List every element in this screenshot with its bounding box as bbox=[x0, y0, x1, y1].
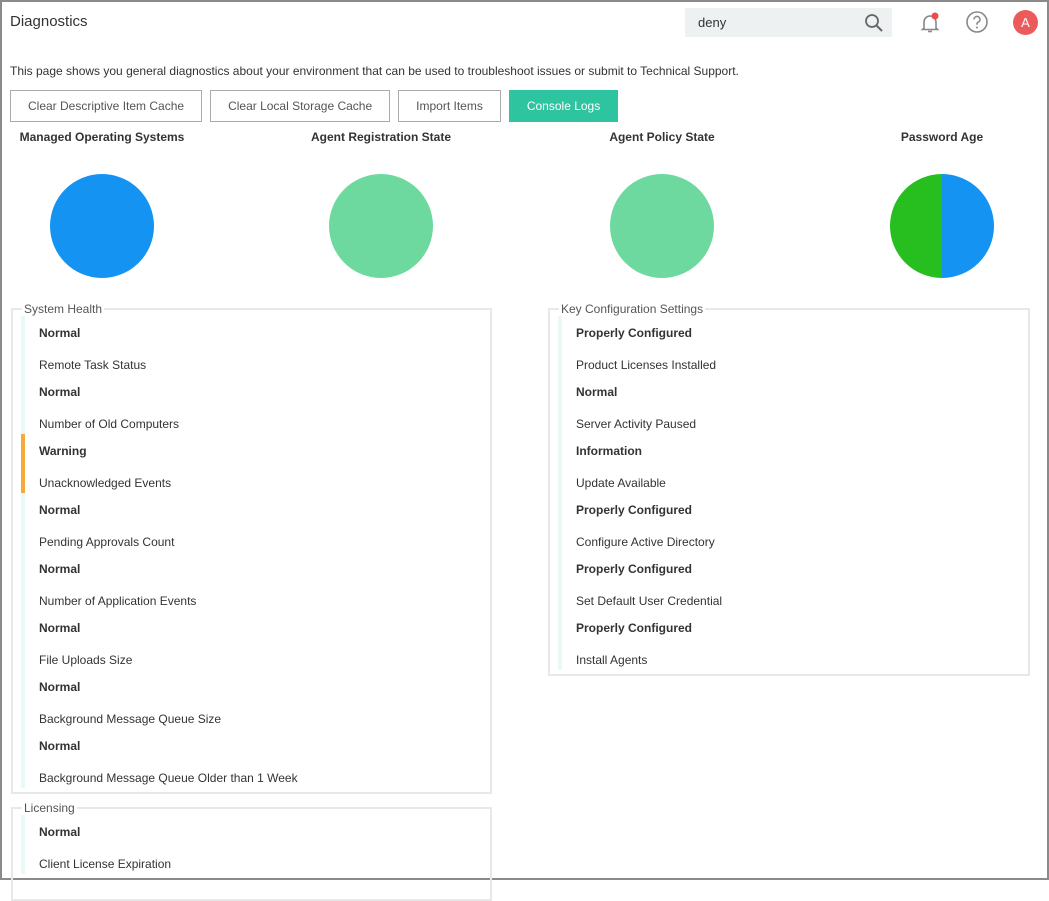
status-text: Normal bbox=[39, 621, 81, 635]
pie[interactable] bbox=[50, 174, 154, 278]
search-input[interactable]: deny bbox=[685, 8, 892, 37]
item-label: File Uploads Size bbox=[39, 653, 133, 667]
status-item[interactable]: Normal Background Message Queue Older tha… bbox=[21, 729, 490, 788]
clear-local-storage-cache-button[interactable]: Clear Local Storage Cache bbox=[210, 90, 391, 122]
pie-slice[interactable] bbox=[610, 174, 714, 278]
status-item[interactable]: Normal Client License Expiration bbox=[21, 815, 490, 874]
pie-slice[interactable] bbox=[50, 174, 154, 278]
intro-text: This page shows you general diagnostics … bbox=[10, 64, 739, 78]
status-item[interactable]: Warning Unacknowledged Events bbox=[21, 434, 490, 493]
chart-password-age: Password Age bbox=[842, 130, 1042, 278]
status-text: Normal bbox=[576, 385, 618, 399]
help-circle-icon[interactable] bbox=[965, 10, 989, 34]
status-item[interactable]: Normal File Uploads Size bbox=[21, 611, 490, 670]
item-label: Background Message Queue Older than 1 We… bbox=[39, 771, 298, 785]
status-text: Normal bbox=[39, 385, 81, 399]
item-label: Remote Task Status bbox=[39, 358, 147, 372]
system-health-panel: System Health Normal Remote Task Status No… bbox=[11, 302, 492, 794]
page-title: Diagnostics bbox=[10, 13, 88, 30]
search-value: deny bbox=[698, 15, 727, 30]
pie-slice[interactable] bbox=[890, 174, 942, 278]
status-text: Normal bbox=[39, 825, 81, 839]
status-item[interactable]: Normal Background Message Queue Size bbox=[21, 670, 490, 729]
panel-title: Key Configuration Settings bbox=[561, 302, 704, 316]
item-label: Unacknowledged Events bbox=[39, 476, 172, 490]
status-text: Normal bbox=[39, 739, 81, 753]
licensing-panel: Licensing Normal Client License Expiratio… bbox=[11, 801, 492, 901]
status-text: Warning bbox=[39, 444, 87, 458]
item-label: Set Default User Credential bbox=[576, 594, 723, 608]
status-text: Normal bbox=[39, 680, 81, 694]
status-text: Information bbox=[576, 444, 642, 458]
panel-title: Licensing bbox=[24, 801, 75, 815]
item-label: Configure Active Directory bbox=[576, 535, 715, 549]
clear-descriptive-item-cache-button[interactable]: Clear Descriptive Item Cache bbox=[10, 90, 203, 122]
action-buttons: Clear Descriptive Item Cache Clear Local… bbox=[10, 90, 619, 122]
header: Diagnostics deny A bbox=[2, 2, 1047, 44]
status-item[interactable]: Properly Configured Set Default User Cred… bbox=[558, 552, 1028, 611]
status-text: Properly Configured bbox=[576, 562, 693, 576]
item-label: Number of Old Computers bbox=[39, 417, 180, 431]
status-text: Normal bbox=[39, 503, 81, 517]
status-text: Normal bbox=[39, 326, 81, 340]
chart-title: Agent Policy State bbox=[609, 130, 715, 144]
status-text: Normal bbox=[39, 562, 81, 576]
status-item[interactable]: Properly Configured Install Agents bbox=[558, 611, 1028, 670]
avatar[interactable]: A bbox=[1013, 10, 1038, 35]
panel-title: System Health bbox=[24, 302, 103, 316]
status-item[interactable]: Normal Number of Old Computers bbox=[21, 375, 490, 434]
status-item[interactable]: Properly Configured Configure Active Dire… bbox=[558, 493, 1028, 552]
pie-slice[interactable] bbox=[942, 174, 994, 278]
item-label: Install Agents bbox=[576, 653, 648, 667]
item-label: Background Message Queue Size bbox=[39, 712, 222, 726]
status-text: Properly Configured bbox=[576, 503, 693, 517]
search-icon[interactable] bbox=[864, 13, 884, 33]
status-item[interactable]: Properly Configured Product Licenses Inst… bbox=[558, 316, 1028, 375]
item-label: Client License Expiration bbox=[39, 857, 172, 871]
chart-agent-policy: Agent Policy State bbox=[562, 130, 762, 278]
status-item[interactable]: Normal Server Activity Paused bbox=[558, 375, 1028, 434]
console-logs-button[interactable]: Console Logs bbox=[508, 90, 619, 122]
pie-slice[interactable] bbox=[329, 174, 433, 278]
status-item[interactable]: Information Update Available bbox=[558, 434, 1028, 493]
status-text: Properly Configured bbox=[576, 621, 693, 635]
key-configuration-panel: Key Configuration Settings Properly Conf… bbox=[548, 302, 1030, 676]
status-item[interactable]: Normal Remote Task Status bbox=[21, 316, 490, 375]
chart-title: Password Age bbox=[900, 130, 984, 144]
pie[interactable] bbox=[610, 174, 714, 278]
import-items-button[interactable]: Import Items bbox=[398, 90, 501, 122]
bell-icon[interactable] bbox=[918, 11, 942, 35]
item-label: Update Available bbox=[576, 476, 666, 490]
pie[interactable] bbox=[329, 174, 433, 278]
item-label: Pending Approvals Count bbox=[39, 535, 175, 549]
chart-title: Agent Registration State bbox=[310, 130, 451, 144]
status-item[interactable]: Normal Number of Application Events bbox=[21, 552, 490, 611]
item-label: Number of Application Events bbox=[39, 594, 197, 608]
chart-agent-registration: Agent Registration State bbox=[281, 130, 481, 278]
pie[interactable] bbox=[890, 174, 994, 278]
item-label: Server Activity Paused bbox=[576, 417, 697, 431]
chart-managed-os: Managed Operating Systems bbox=[2, 130, 202, 278]
status-item[interactable]: Normal Pending Approvals Count bbox=[21, 493, 490, 552]
status-text: Properly Configured bbox=[576, 326, 693, 340]
chart-title: Managed Operating Systems bbox=[19, 130, 185, 144]
item-label: Product Licenses Installed bbox=[576, 358, 717, 372]
